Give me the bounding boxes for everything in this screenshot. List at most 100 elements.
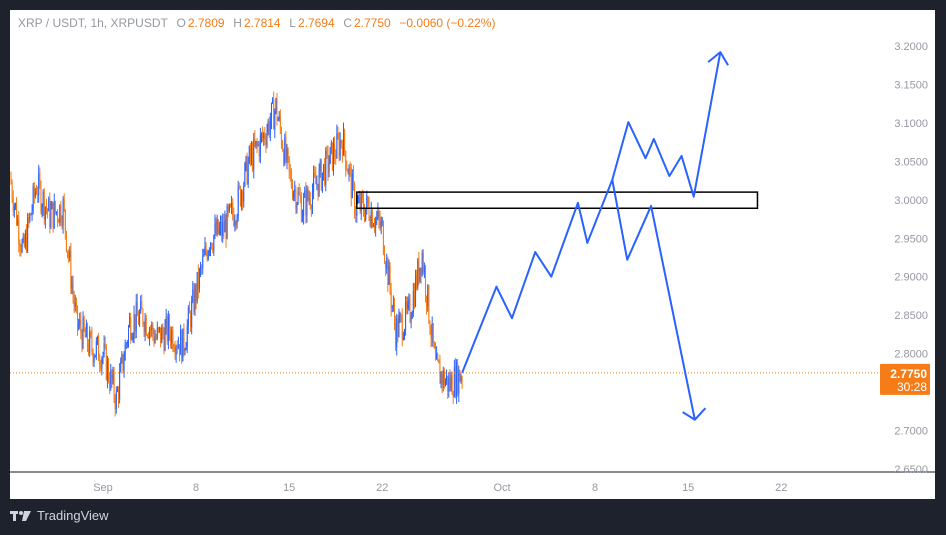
candle-body — [12, 198, 14, 211]
candle-body — [407, 301, 409, 310]
candle-body — [142, 309, 144, 324]
candle-body — [129, 317, 131, 327]
candle-body — [265, 140, 267, 145]
candle-body — [452, 394, 454, 397]
candle-body — [106, 361, 108, 380]
candle-body — [328, 163, 330, 172]
candle-body — [27, 217, 29, 251]
candle-body — [249, 146, 251, 160]
candle-body — [219, 221, 221, 228]
candle-body — [147, 335, 149, 339]
candle-body — [197, 272, 199, 290]
candle-body — [427, 285, 429, 307]
candle-body — [99, 360, 101, 365]
candle-body — [145, 317, 147, 336]
candle-body — [239, 186, 241, 206]
candle-body — [311, 190, 313, 209]
candle-body — [297, 191, 299, 204]
candle-body — [298, 191, 300, 195]
candle-body — [426, 295, 428, 307]
candle-body — [183, 328, 185, 351]
candle-body — [344, 129, 346, 152]
candle-body — [320, 160, 322, 190]
candle-body — [54, 201, 56, 213]
candle-body — [121, 354, 123, 362]
candle-body — [313, 173, 315, 191]
candle-body — [200, 267, 202, 270]
candle-body — [218, 227, 220, 234]
candle-body — [273, 98, 275, 130]
candle-body — [225, 219, 227, 239]
candle-body — [207, 251, 209, 260]
candle-body — [338, 137, 340, 157]
candle-body — [270, 102, 272, 122]
candle-body — [127, 326, 129, 343]
candle-body — [258, 143, 260, 157]
candle-body — [352, 173, 354, 184]
candle-body — [217, 219, 219, 234]
candle-body — [339, 140, 341, 157]
candle-body — [315, 175, 317, 185]
candle-body — [70, 251, 72, 288]
bullish-arrowhead — [707, 51, 729, 66]
candle-body — [139, 312, 141, 325]
candle-body — [132, 335, 134, 339]
candle-body — [420, 267, 422, 275]
candle-body — [392, 304, 394, 307]
candle-body — [184, 350, 186, 352]
candle-body — [252, 148, 254, 170]
candle-body — [323, 164, 325, 173]
open-value: 2.7809 — [187, 16, 225, 30]
candle-body — [62, 199, 64, 226]
candle-body — [393, 304, 395, 323]
chart-pane[interactable]: 3.2000 3.1500 3.1000 3.0500 3.0000 2.9500 2.90… — [10, 10, 935, 499]
candle-body — [61, 222, 63, 226]
candle-body — [431, 323, 433, 339]
tradingview-logo-icon — [10, 510, 31, 521]
candle-body — [40, 183, 42, 212]
close-label: C — [343, 16, 352, 30]
time-tick-label: Sep — [93, 482, 113, 494]
candle-body — [159, 327, 161, 330]
candle-body — [216, 219, 218, 235]
candle-body — [435, 348, 436, 360]
candle-body — [153, 333, 155, 343]
candle-body — [157, 327, 159, 330]
candle-body — [205, 246, 207, 253]
price-tick-label: 3.2000 — [894, 41, 928, 53]
candle-body — [227, 206, 229, 212]
candle-body — [44, 206, 46, 220]
candle-body — [11, 183, 13, 199]
candle-body — [20, 247, 22, 252]
candle-body — [379, 219, 381, 228]
symbol-label[interactable]: XRP / USDT, 1h, XRPUSDT — [18, 16, 168, 30]
tradingview-logo[interactable]: TradingView — [10, 508, 109, 523]
candle-body — [143, 323, 145, 333]
candle-body — [21, 241, 23, 252]
candle-body — [215, 223, 217, 235]
price-chart[interactable]: 3.2000 3.1500 3.1000 3.0500 3.0000 2.9500 2.90… — [10, 10, 935, 499]
high-value: 2.7814 — [243, 16, 281, 30]
candle-body — [95, 341, 97, 355]
candle-body — [396, 318, 398, 348]
candle-body — [198, 269, 200, 290]
candle-body — [327, 151, 329, 172]
candle-body — [286, 148, 288, 161]
candle-body — [224, 219, 226, 233]
candle-body — [438, 359, 440, 364]
candle-body — [63, 199, 65, 210]
candle-body — [401, 315, 403, 340]
candle-body — [81, 332, 83, 348]
candle-body — [423, 268, 425, 273]
candle-body — [319, 160, 321, 170]
candle-body — [406, 302, 408, 310]
candle-body — [447, 375, 449, 392]
candle-body — [264, 133, 266, 141]
candle-body — [337, 133, 339, 138]
candle-body — [105, 345, 107, 380]
candle-body — [357, 201, 359, 204]
candle-body — [116, 389, 118, 392]
candle-body — [399, 314, 401, 318]
candle-body — [369, 218, 371, 227]
candle-body — [412, 290, 414, 314]
